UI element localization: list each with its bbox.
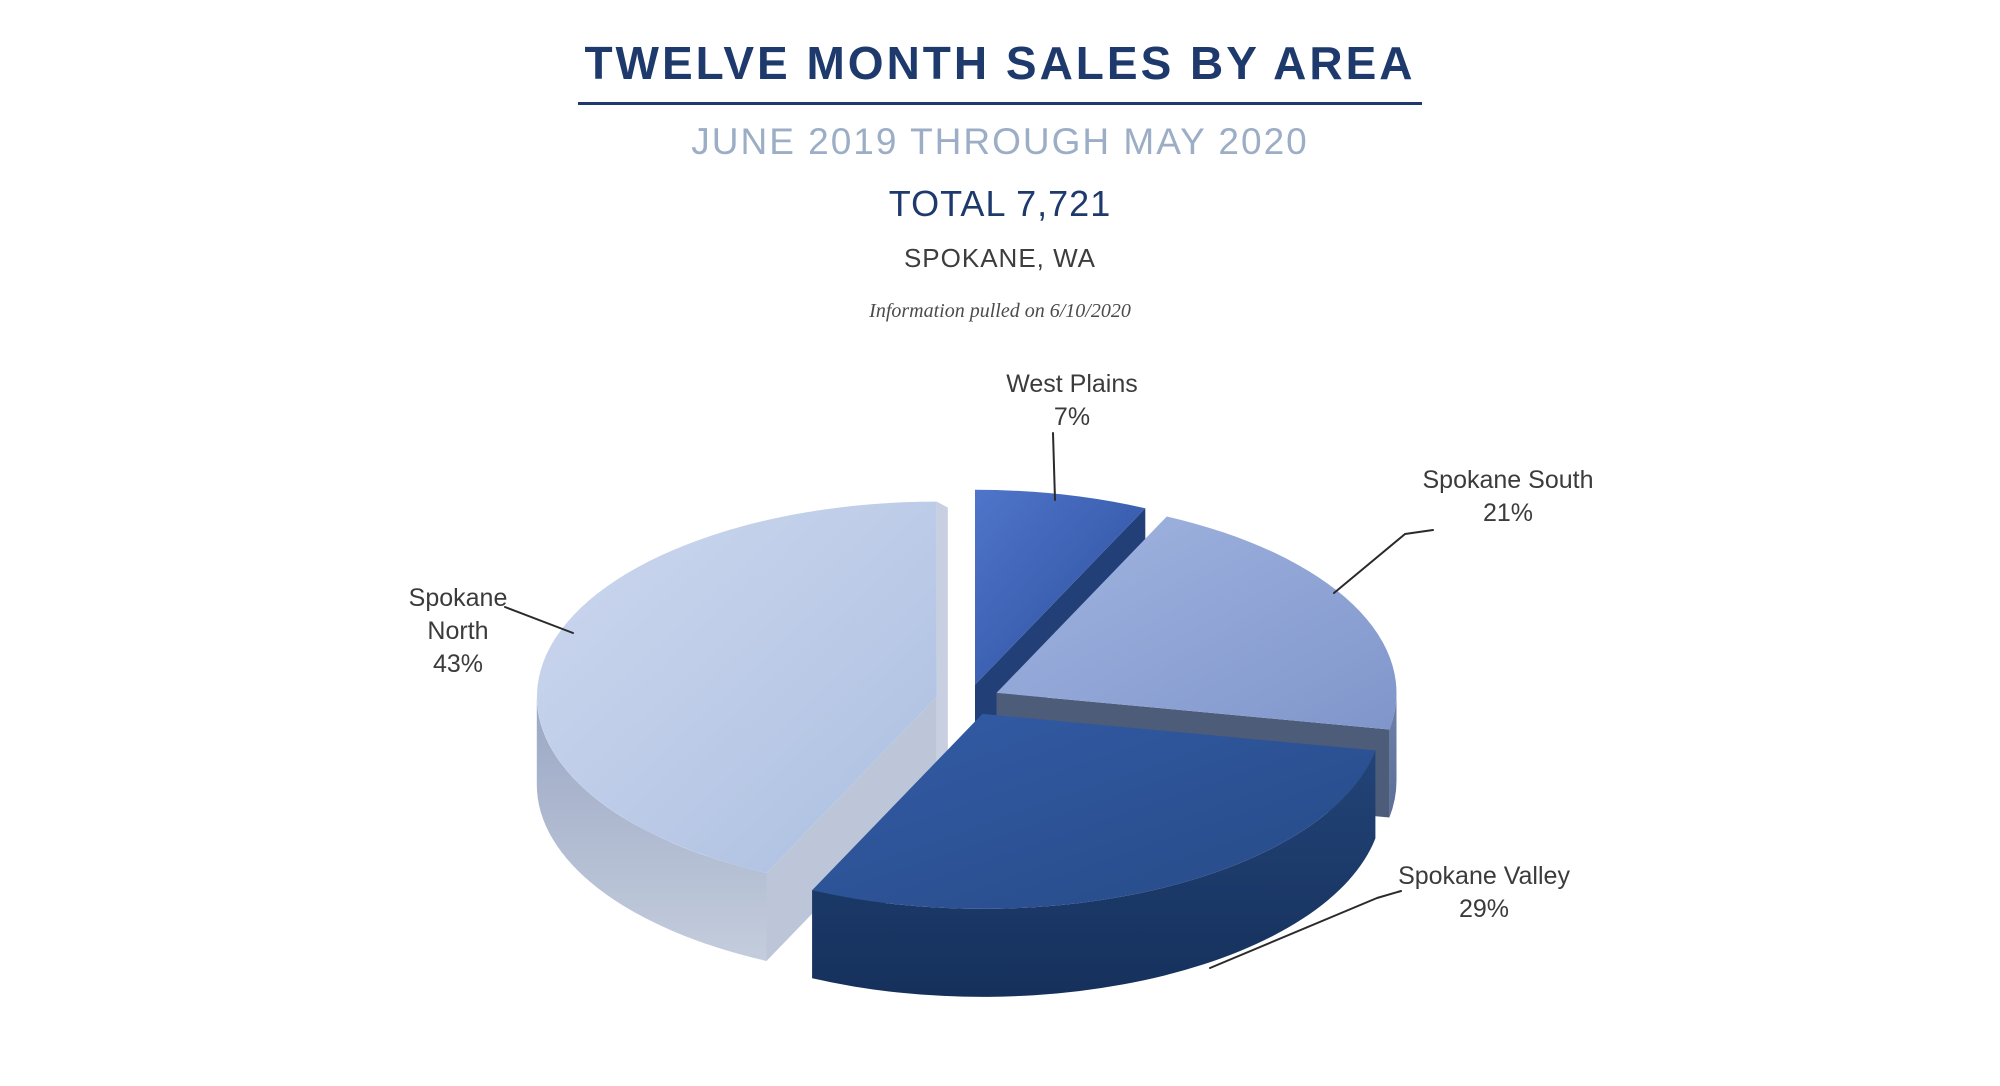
location-label: SPOKANE, WA [903,243,1097,273]
pie-slice-spokane-north-cut-strip [936,501,948,785]
pie-slice-spokane-north-cut [766,696,937,961]
slice-pct: 29% [1458,895,1510,923]
chart-header: TWELVE MONTH SALES BY AREA JUNE 2019 THR… [0,36,2000,323]
slice-pct: 43% [432,650,484,678]
pie-slice-spokane-valley-top [812,713,1376,909]
pie-slice-spokane-north-rim [536,696,767,961]
slice-label: Spokane Valley [1398,862,1570,890]
chart-subtitle: JUNE 2019 THROUGH MAY 2020 [691,121,1309,162]
leader-spokane-valley [1209,890,1402,969]
callout-spokane-south: Spokane South 21% [1423,464,1594,530]
pie-slice-west-plains-top [975,489,1146,685]
pie-slice-spokane-north-top [536,501,937,873]
leader-spokane-south [1333,529,1434,594]
slice-label: North [427,617,489,645]
leader-spokane-north [504,606,574,634]
slice-label: West Plains [1006,370,1138,398]
page-title: TWELVE MONTH SALES BY AREA [578,36,1422,105]
pie-slice-spokane-south-rim [1389,692,1397,818]
leader-west-plains [1052,432,1056,501]
slice-label: Spokane [408,584,508,612]
slice-pct: 21% [1482,499,1534,527]
pie-slice-spokane-valley-rim [812,750,1376,997]
callout-west-plains: West Plains 7% [1006,368,1138,434]
slice-pct: 7% [1053,403,1091,431]
slice-label: Spokane South [1422,466,1594,494]
pie-slice-spokane-south-top [996,516,1397,730]
callout-spokane-valley: Spokane Valley 29% [1398,860,1570,926]
pulled-date-note: Information pulled on 6/10/2020 [869,300,1131,322]
total-label: TOTAL 7,721 [888,183,1112,224]
callout-spokane-north: Spokane North 43% [409,582,508,681]
